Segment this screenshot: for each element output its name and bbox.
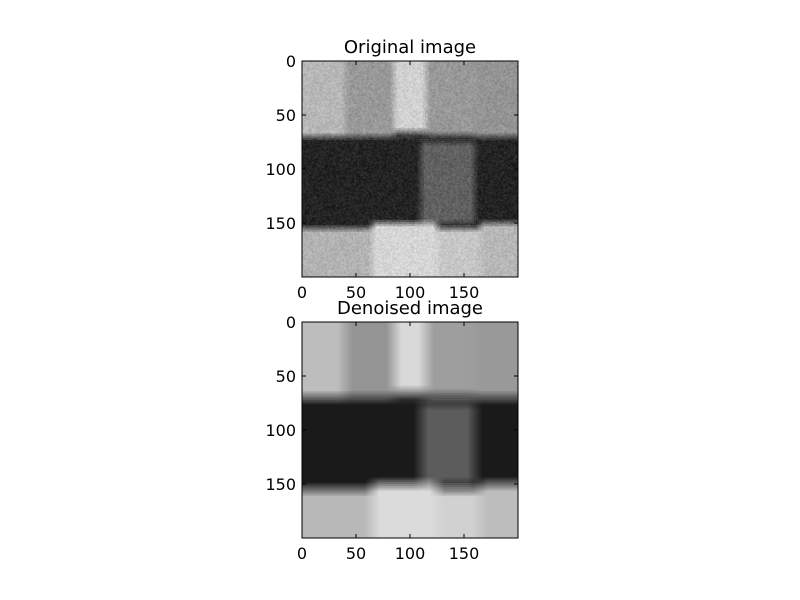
panel-denoised-title: Denoised image [337,298,483,319]
denoised-image-canvas [302,322,518,538]
original-x-tick-label: 0 [297,283,307,302]
denoised-y-tick-label: 100 [265,421,296,440]
original-image [302,61,518,277]
panel-original: Original image 0 50 100 150 0 50 100 150 [265,37,519,302]
denoised-x-tick-label: 150 [449,544,480,563]
denoised-image [302,322,518,538]
denoised-x-tick-label: 0 [297,544,307,563]
original-axis-ticks: 0 50 100 150 0 50 100 150 [265,52,518,302]
original-y-tick-label: 50 [276,106,296,125]
denoised-x-tick-label: 100 [395,544,426,563]
original-x-tick-label: 50 [346,283,366,302]
original-image-canvas [302,61,518,277]
original-x-tick-label: 100 [395,283,426,302]
original-y-tick-label: 150 [265,214,296,233]
panel-original-title: Original image [344,37,476,58]
original-x-tick-label: 150 [449,283,480,302]
denoised-axis-ticks: 0 50 100 150 0 50 100 150 [265,313,518,563]
denoised-x-tick-label: 50 [346,544,366,563]
original-y-tick-label: 0 [286,52,296,71]
original-y-tick-label: 100 [265,160,296,179]
denoised-y-tick-label: 50 [276,367,296,386]
panel-denoised: Denoised image 0 50 100 150 0 50 100 150 [265,298,519,563]
denoised-y-tick-label: 0 [286,313,296,332]
denoised-y-tick-label: 150 [265,475,296,494]
